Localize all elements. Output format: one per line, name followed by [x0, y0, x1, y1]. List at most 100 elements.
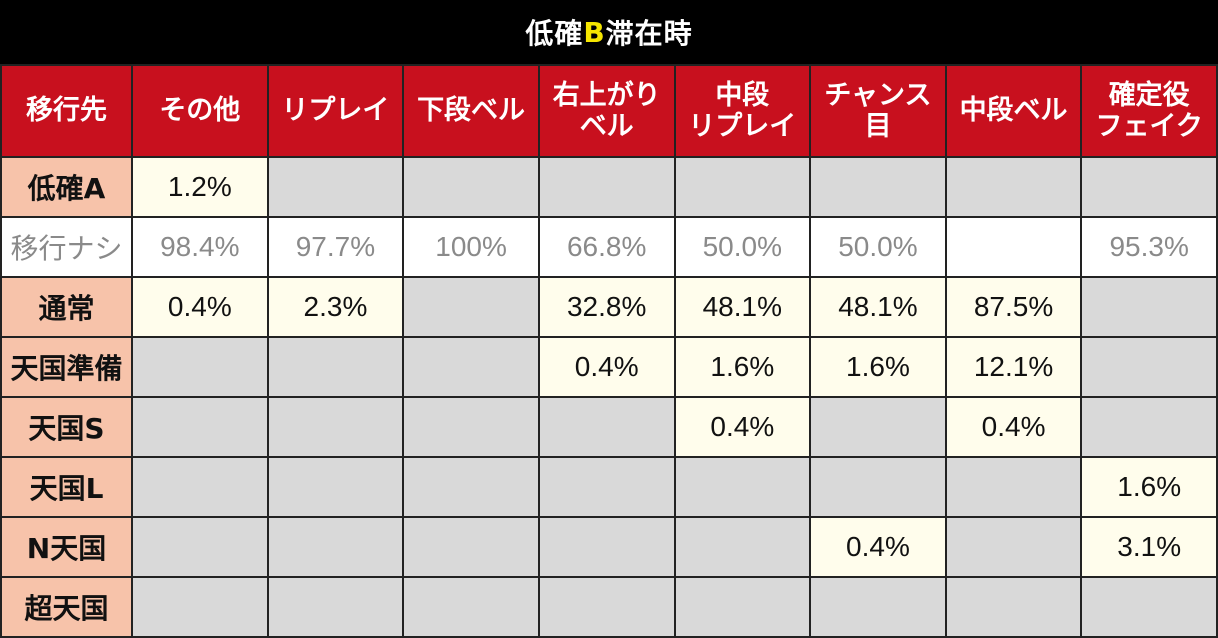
empty-cell — [266, 336, 405, 398]
table-row: 超天国 — [0, 576, 1218, 638]
table-cell: 1.6% — [673, 336, 812, 398]
empty-cell — [944, 516, 1083, 578]
empty-cell — [402, 276, 540, 338]
table-cell: 12.1% — [944, 336, 1083, 398]
empty-cell — [1080, 576, 1218, 638]
empty-cell — [131, 576, 269, 638]
empty-cell — [1080, 276, 1218, 338]
table-title: 低確 B 滞在時 — [0, 0, 1218, 64]
table-cell: 0.4% — [944, 396, 1083, 458]
empty-cell — [402, 336, 540, 398]
empty-cell — [402, 576, 540, 638]
table-cell: 50.0% — [673, 216, 812, 278]
table-cell: 0.4% — [537, 336, 676, 398]
table-cell: 1.6% — [809, 336, 947, 398]
table-cell: 0.4% — [673, 396, 812, 458]
column-header-line: 下段ベル — [417, 95, 526, 127]
empty-cell — [944, 456, 1083, 518]
column-header: 中段ベル — [944, 64, 1083, 158]
table-cell: 50.0% — [809, 216, 947, 278]
row-label: 天国準備 — [0, 336, 133, 398]
table-cell: 2.3% — [266, 276, 405, 338]
column-header-line: ベル — [579, 111, 634, 142]
column-header: 下段ベル — [402, 64, 540, 158]
column-header: 右上がり ベル — [537, 64, 676, 158]
transition-table: 移行先 その他 リプレイ 下段ベル 右上がり ベル 中段 リプレイ チャンス目 中段ベル 確定役フ… — [0, 64, 1218, 638]
empty-cell — [944, 216, 1083, 278]
table-cell: 32.8% — [537, 276, 676, 338]
empty-cell — [537, 516, 676, 578]
empty-cell — [1080, 156, 1218, 218]
column-header: 中段 リプレイ — [673, 64, 812, 158]
row-label: 天国L — [0, 456, 133, 518]
title-suffix: 滞在時 — [605, 17, 693, 50]
table-row: 天国準備 0.4% 1.6% 1.6% 12.1% — [0, 336, 1218, 398]
table-cell: 66.8% — [537, 216, 676, 278]
column-header-line: その他 — [159, 95, 241, 127]
empty-cell — [673, 456, 812, 518]
title-highlight: B — [583, 15, 606, 49]
empty-cell — [402, 156, 540, 218]
empty-cell — [266, 516, 405, 578]
column-header-line: 確定役 — [1108, 79, 1190, 111]
column-header: リプレイ — [266, 64, 405, 158]
header-row: 移行先 その他 リプレイ 下段ベル 右上がり ベル 中段 リプレイ チャンス目 中段ベル 確定役フ… — [0, 64, 1218, 158]
empty-cell — [809, 456, 947, 518]
table-cell: 48.1% — [673, 276, 812, 338]
empty-cell — [131, 456, 269, 518]
table-row: 通常 0.4% 2.3% 32.8% 48.1% 48.1% 87.5% — [0, 276, 1218, 338]
column-header: その他 — [131, 64, 269, 158]
column-header-line: フェイク — [1095, 111, 1203, 142]
empty-cell — [266, 576, 405, 638]
empty-cell — [673, 156, 812, 218]
row-label: 低確A — [0, 156, 133, 218]
table-row: N天国 0.4% 3.1% — [0, 516, 1218, 578]
empty-cell — [131, 516, 269, 578]
table-cell: 87.5% — [944, 276, 1083, 338]
empty-cell — [266, 156, 405, 218]
table-row: 天国S 0.4% 0.4% — [0, 396, 1218, 458]
corner-header: 移行先 — [0, 64, 133, 158]
empty-cell — [809, 396, 947, 458]
empty-cell — [809, 576, 947, 638]
empty-cell — [402, 396, 540, 458]
empty-cell — [1080, 396, 1218, 458]
table-row: 低確A 1.2% — [0, 156, 1218, 218]
table-cell: 95.3% — [1080, 216, 1218, 278]
column-header-line: 右上がり — [552, 79, 661, 111]
table-cell: 0.4% — [131, 276, 269, 338]
table-body: 低確A 1.2% 移行ナシ 98.4% 97.7% 100% 66.8% 50.0% 50.0%… — [0, 156, 1218, 638]
column-header-line: リプレイ — [688, 111, 797, 142]
table-cell: 3.1% — [1080, 516, 1218, 578]
column-header-line: チャンス目 — [824, 79, 932, 142]
row-label: N天国 — [0, 516, 133, 578]
table-row: 移行ナシ 98.4% 97.7% 100% 66.8% 50.0% 50.0% 95.3% — [0, 216, 1218, 278]
empty-cell — [809, 156, 947, 218]
column-header: 確定役 フェイク — [1080, 64, 1218, 158]
empty-cell — [1080, 336, 1218, 398]
empty-cell — [266, 456, 405, 518]
table-cell: 0.4% — [809, 516, 947, 578]
column-header: チャンス目 — [809, 64, 947, 158]
row-label: 天国S — [0, 396, 133, 458]
row-label: 移行ナシ — [0, 216, 133, 278]
table-cell: 1.2% — [131, 156, 269, 218]
empty-cell — [537, 456, 676, 518]
column-header-line: 中段 — [715, 79, 770, 111]
empty-cell — [402, 516, 540, 578]
column-header-line: 中段ベル — [959, 95, 1068, 127]
table-cell: 48.1% — [809, 276, 947, 338]
row-label: 通常 — [0, 276, 133, 338]
table-cell: 98.4% — [131, 216, 269, 278]
empty-cell — [944, 156, 1083, 218]
empty-cell — [131, 336, 269, 398]
row-label: 超天国 — [0, 576, 133, 638]
empty-cell — [537, 576, 676, 638]
empty-cell — [537, 156, 676, 218]
empty-cell — [673, 516, 812, 578]
empty-cell — [131, 396, 269, 458]
table-cell: 97.7% — [266, 216, 405, 278]
title-prefix: 低確 — [525, 17, 584, 50]
empty-cell — [537, 396, 676, 458]
empty-cell — [944, 576, 1083, 638]
